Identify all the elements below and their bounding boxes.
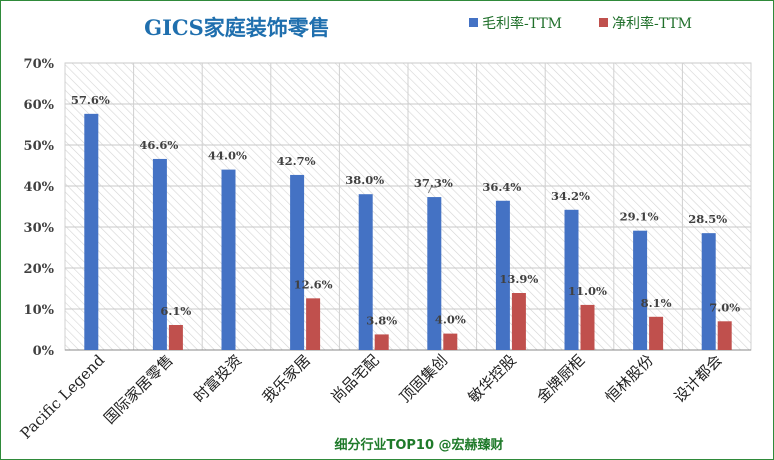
data-label-net-margin: 4.0% [435, 313, 466, 327]
footer-caption: 细分行业TOP10 @宏赫臻财 [334, 437, 503, 453]
x-tick-label: 顶固集创 [396, 351, 451, 406]
data-label-gross-margin: 38.0% [345, 173, 384, 187]
y-tick-label: 0% [33, 344, 55, 359]
bar-gross-margin [633, 230, 648, 350]
data-label-gross-margin: 34.2% [551, 189, 590, 203]
data-label-net-margin: 12.6% [294, 277, 333, 291]
data-label-net-margin: 3.8% [366, 313, 397, 327]
data-label-gross-margin: 42.7% [277, 154, 316, 168]
bar-gross-margin [427, 197, 442, 350]
data-label-net-margin: 11.0% [568, 284, 607, 298]
y-tick-label: 40% [24, 180, 55, 195]
chart-title: GICS家庭装饰零售 [144, 15, 330, 40]
bar-gross-margin [358, 194, 373, 350]
x-tick-label: 我乐家居 [259, 351, 314, 406]
y-tick-label: 30% [24, 221, 55, 236]
bar-net-margin [374, 334, 389, 350]
data-label-net-margin: 7.0% [709, 300, 740, 314]
x-tick-label: 时富投资 [190, 351, 245, 406]
x-tick-label: Pacific Legend [17, 351, 109, 443]
y-tick-label: 20% [24, 262, 55, 277]
data-label-gross-margin: 36.4% [482, 180, 521, 194]
bar-net-margin [717, 321, 732, 350]
bar-gross-margin [221, 169, 236, 350]
bar-gross-margin [290, 174, 305, 350]
y-axis: 0% 10% 20% 30% 40% 50% 60% 70% [24, 57, 55, 359]
data-label-net-margin: 13.9% [499, 272, 538, 286]
legend-swatch-gross-margin [469, 18, 478, 27]
bar-gross-margin [495, 200, 510, 350]
legend-label-gross-margin: 毛利率-TTM [482, 15, 562, 32]
data-label-gross-margin: 57.6% [71, 93, 110, 107]
x-tick-label: 设计都会 [670, 351, 725, 406]
bar-net-margin [511, 293, 526, 350]
x-tick-label: 恒林股份 [602, 351, 657, 406]
y-tick-label: 10% [24, 303, 55, 318]
data-labels: 57.6% 46.6% 6.1% 44.0% 42.7% 12.6% 38.0% 3.8% 37… [71, 93, 740, 328]
x-tick-label: 尚品宅配 [327, 351, 382, 406]
data-label-gross-margin: 28.5% [688, 212, 727, 226]
y-tick-label: 70% [24, 57, 55, 72]
bar-gross-margin [84, 113, 99, 350]
bar-gross-margin [564, 209, 579, 350]
bar-gross-margin [701, 233, 716, 350]
bar-net-margin [443, 333, 458, 350]
x-tick-label: 金牌厨柜 [533, 351, 588, 406]
bar-gross-margin [152, 158, 167, 350]
data-label-net-margin: 6.1% [160, 304, 191, 318]
leader-line [427, 186, 438, 194]
bar-net-margin [580, 304, 595, 350]
bar-net-margin [649, 316, 664, 350]
legend-swatch-net-margin [599, 18, 608, 27]
bar-net-margin [306, 298, 321, 350]
data-label-gross-margin: 44.0% [208, 149, 247, 163]
data-label-gross-margin: 37.3% [414, 176, 453, 190]
y-tick-label: 50% [24, 139, 55, 154]
y-tick-label: 60% [24, 98, 55, 113]
legend-label-net-margin: 净利率-TTM [612, 15, 692, 32]
data-label-net-margin: 8.1% [641, 296, 672, 310]
data-label-gross-margin: 46.6% [139, 138, 178, 152]
x-tick-label: 国际家居零售 [100, 351, 176, 427]
bar-net-margin [168, 324, 183, 350]
data-label-gross-margin: 29.1% [620, 210, 659, 224]
bars [84, 113, 732, 350]
legend: 毛利率-TTM 净利率-TTM [469, 15, 692, 32]
x-tick-label: 敏华控股 [465, 351, 520, 406]
